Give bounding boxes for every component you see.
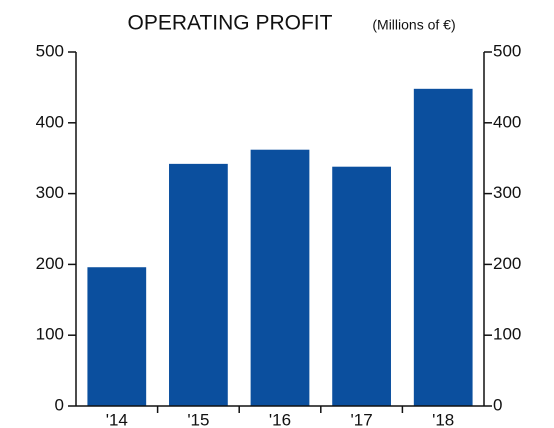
bar: [169, 163, 228, 406]
chart-title: OPERATING PROFIT: [128, 12, 333, 35]
x-tick-label: '16: [269, 410, 291, 428]
y-tick-label: 400: [36, 112, 64, 131]
y-tick-label: 200: [36, 254, 64, 273]
y2-tick-label: 500: [493, 41, 521, 60]
chart-subtitle: (Millions of €): [372, 17, 455, 33]
y-tick-label: 100: [36, 325, 64, 344]
y-tick-label: 0: [55, 395, 64, 414]
y2-tick-label: 200: [493, 254, 521, 273]
x-tick-label: '18: [432, 410, 454, 428]
x-tick-label: '14: [106, 410, 128, 428]
y2-tick-label: 300: [493, 183, 521, 202]
bar: [87, 267, 147, 406]
y2-tick-label: 0: [493, 395, 502, 414]
y2-tick-label: 100: [493, 325, 521, 344]
x-tick-label: '17: [351, 410, 373, 428]
y-tick-label: 300: [36, 183, 64, 202]
bar: [250, 149, 310, 407]
y-tick-label: 500: [36, 41, 64, 60]
bar: [332, 166, 391, 406]
bar: [413, 88, 473, 406]
y2-tick-label: 400: [493, 112, 521, 131]
x-tick-label: '15: [187, 410, 209, 428]
